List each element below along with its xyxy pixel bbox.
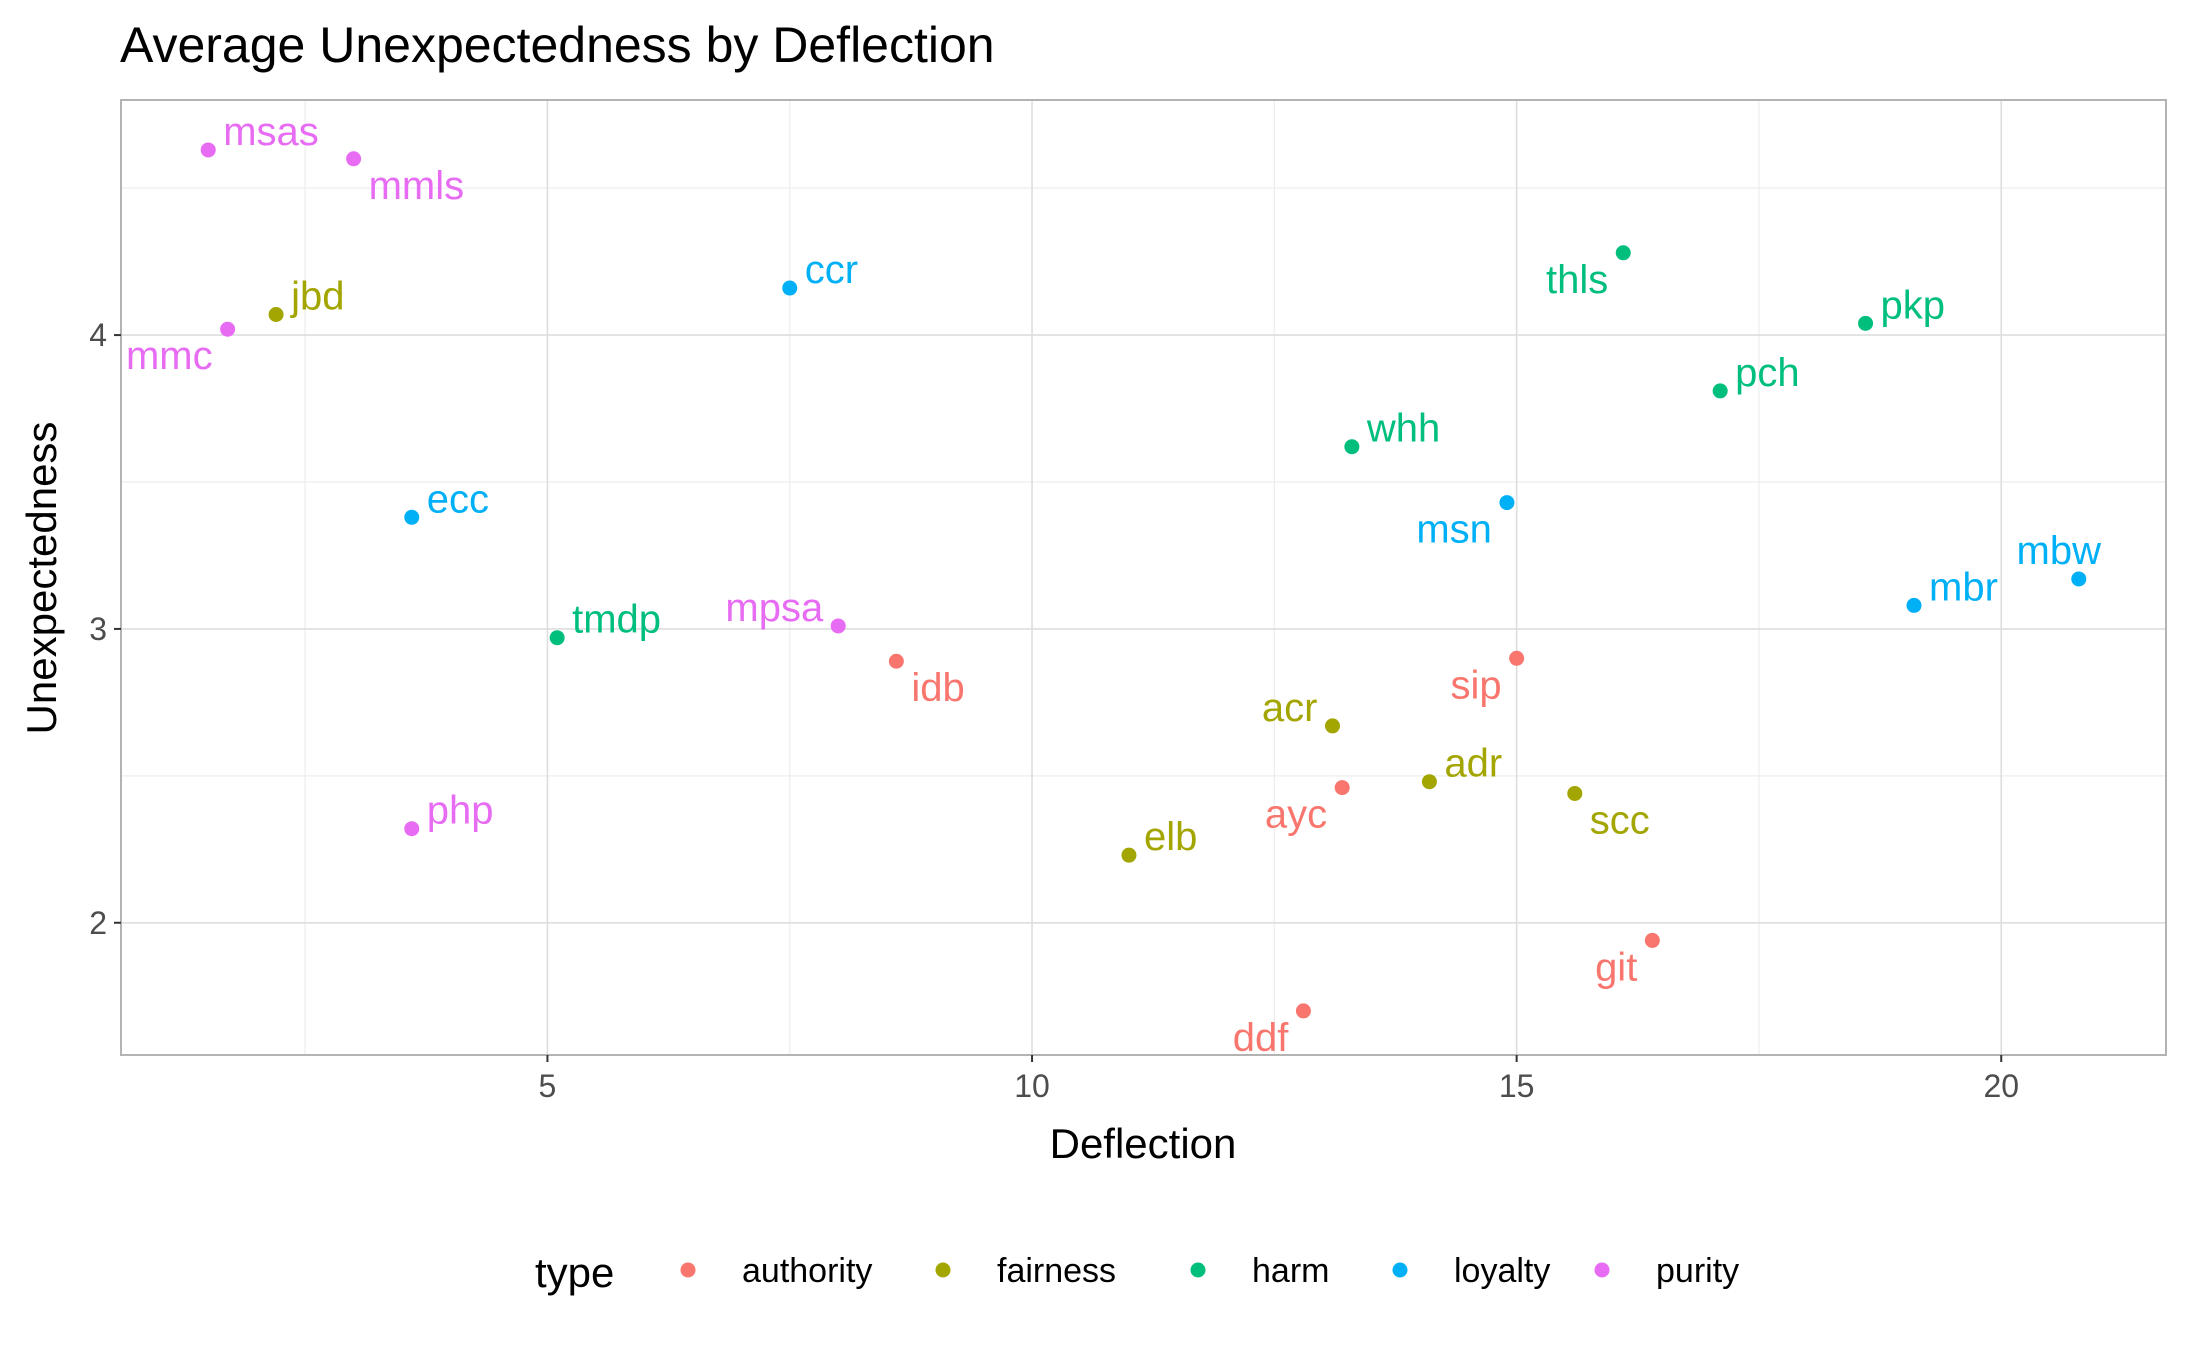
point-label-msn: msn xyxy=(1416,508,1492,552)
legend-label-fairness: fairness xyxy=(997,1252,1116,1290)
point-label-scc: scc xyxy=(1590,798,1650,842)
point-label-ayc: ayc xyxy=(1265,793,1327,837)
point-label-mmls: mmls xyxy=(369,164,465,208)
legend-key-harm xyxy=(1190,1262,1206,1278)
data-point-mmc xyxy=(220,321,236,337)
point-label-adr: adr xyxy=(1444,742,1502,786)
data-point-git xyxy=(1644,932,1660,948)
data-point-ayc xyxy=(1334,780,1350,796)
data-point-pch xyxy=(1712,383,1728,399)
data-point-acr xyxy=(1324,718,1340,734)
data-point-mbr xyxy=(1906,597,1922,613)
minor-gridlines xyxy=(121,100,2166,1055)
point-label-idb: idb xyxy=(911,666,964,710)
point-label-jbd: jbd xyxy=(290,275,344,319)
point-label-thls: thls xyxy=(1546,258,1608,302)
point-label-pch: pch xyxy=(1735,351,1800,395)
data-point-adr xyxy=(1421,774,1437,790)
data-point-msas xyxy=(200,142,216,158)
legend-title: type xyxy=(535,1249,614,1296)
y-axis-ticks: 2 3 4 xyxy=(89,317,121,941)
legend-key-authority xyxy=(680,1262,696,1278)
y-axis-title: Unexpectedness xyxy=(18,422,65,735)
data-point-tmdp xyxy=(549,630,565,646)
x-tick-label: 5 xyxy=(539,1068,557,1104)
data-point-php xyxy=(404,821,420,837)
data-point-whh xyxy=(1344,439,1360,455)
point-label-msas: msas xyxy=(223,110,319,154)
point-label-tmdp: tmdp xyxy=(572,598,661,642)
x-tick-label: 10 xyxy=(1014,1068,1050,1104)
legend-key-purity xyxy=(1594,1262,1610,1278)
chart-title: Average Unexpectedness by Deflection xyxy=(120,17,995,73)
legend-label-loyalty: loyalty xyxy=(1454,1252,1550,1290)
point-label-mbw: mbw xyxy=(2017,529,2102,573)
point-label-acr: acr xyxy=(1262,686,1318,730)
data-point-sip xyxy=(1509,650,1525,666)
legend-label-purity: purity xyxy=(1656,1252,1739,1290)
point-label-git: git xyxy=(1595,945,1637,989)
data-point-elb xyxy=(1121,847,1137,863)
data-point-ddf xyxy=(1295,1003,1311,1019)
major-gridlines xyxy=(121,100,2166,1055)
point-labels: msas mmls mmc jbd ccr ecc tmdp php mpsa idb elb ddf… xyxy=(126,110,2101,1060)
data-point-mpsa xyxy=(830,618,846,634)
legend-label-authority: authority xyxy=(742,1252,872,1290)
point-label-php: php xyxy=(427,789,494,833)
data-point-jbd xyxy=(268,307,284,323)
data-point-mmls xyxy=(346,151,362,167)
x-tick-label: 20 xyxy=(1983,1068,2019,1104)
legend-key-fairness xyxy=(935,1262,951,1278)
point-label-ddf: ddf xyxy=(1233,1016,1289,1060)
point-label-pkp: pkp xyxy=(1881,283,1946,327)
data-point-pkp xyxy=(1858,315,1874,331)
legend: type authority fairness harm loyalty purity xyxy=(535,1249,1739,1296)
legend-key-loyalty xyxy=(1392,1262,1408,1278)
data-point-msn xyxy=(1499,495,1515,511)
point-label-ecc: ecc xyxy=(427,477,489,521)
point-label-ccr: ccr xyxy=(805,248,858,292)
point-label-mpsa: mpsa xyxy=(725,586,824,630)
point-label-whh: whh xyxy=(1366,407,1440,451)
y-tick-label: 3 xyxy=(89,611,107,647)
point-label-sip: sip xyxy=(1450,663,1501,707)
y-tick-label: 2 xyxy=(89,905,107,941)
legend-label-harm: harm xyxy=(1252,1252,1329,1290)
data-points xyxy=(200,142,2087,1019)
data-point-idb xyxy=(888,653,904,669)
point-label-mmc: mmc xyxy=(126,334,213,378)
x-tick-label: 15 xyxy=(1499,1068,1535,1104)
x-axis-ticks: 5 10 15 20 xyxy=(539,1055,2019,1104)
x-axis-title: Deflection xyxy=(1050,1120,1237,1167)
data-point-scc xyxy=(1567,785,1583,801)
data-point-ecc xyxy=(404,509,420,525)
plot-panel xyxy=(120,99,2167,1056)
data-point-thls xyxy=(1615,245,1631,261)
point-label-elb: elb xyxy=(1144,815,1197,859)
point-label-mbr: mbr xyxy=(1929,565,1998,609)
data-point-mbw xyxy=(2071,571,2087,587)
data-point-ccr xyxy=(782,280,798,296)
y-tick-label: 4 xyxy=(89,317,107,353)
